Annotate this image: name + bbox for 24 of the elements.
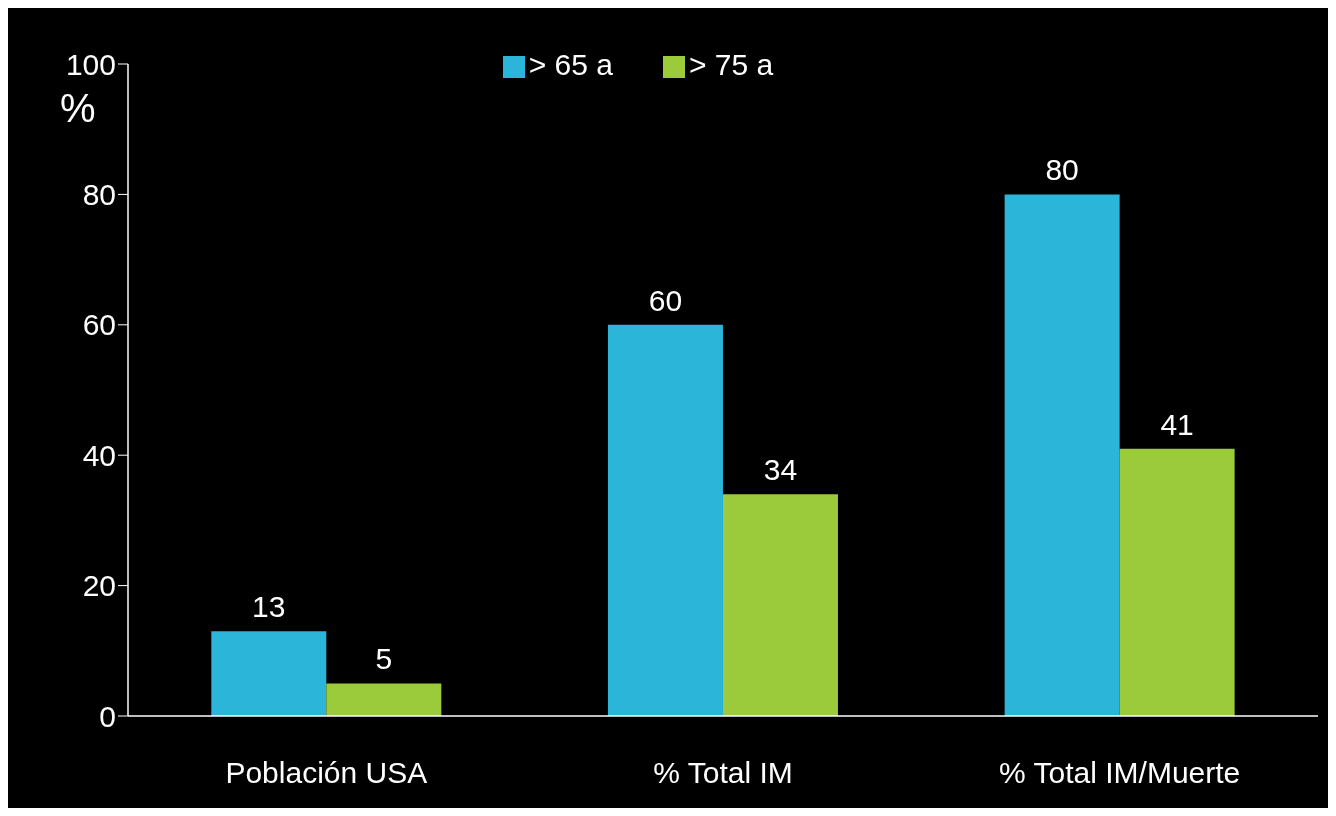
y-tick-label: 0 <box>99 699 116 733</box>
data-label: 13 <box>252 590 286 624</box>
x-tick-label: % Total IM/Muerte <box>999 756 1241 790</box>
data-label: 5 <box>375 642 393 676</box>
data-label: 60 <box>648 283 683 317</box>
y-axis-title: % <box>60 86 96 131</box>
y-tick-label: 80 <box>82 178 116 212</box>
bar <box>1004 194 1120 716</box>
y-tick-label: 20 <box>82 569 116 603</box>
y-tick-label: 100 <box>65 47 116 81</box>
y-tick-label: 40 <box>82 438 116 472</box>
data-label: 41 <box>1160 407 1194 441</box>
x-tick-label: Población USA <box>225 756 428 790</box>
bar <box>326 683 442 716</box>
bar <box>211 631 327 716</box>
x-tick-label: % Total IM <box>653 756 793 790</box>
bar <box>722 494 838 716</box>
legend-label: > 65 a <box>528 48 613 81</box>
y-tick-label: 60 <box>82 308 116 342</box>
data-label: 80 <box>1045 153 1079 187</box>
data-label: 34 <box>763 453 798 487</box>
legend-label: > 75 a <box>689 48 774 81</box>
bar <box>1119 448 1235 716</box>
bar <box>607 324 723 716</box>
